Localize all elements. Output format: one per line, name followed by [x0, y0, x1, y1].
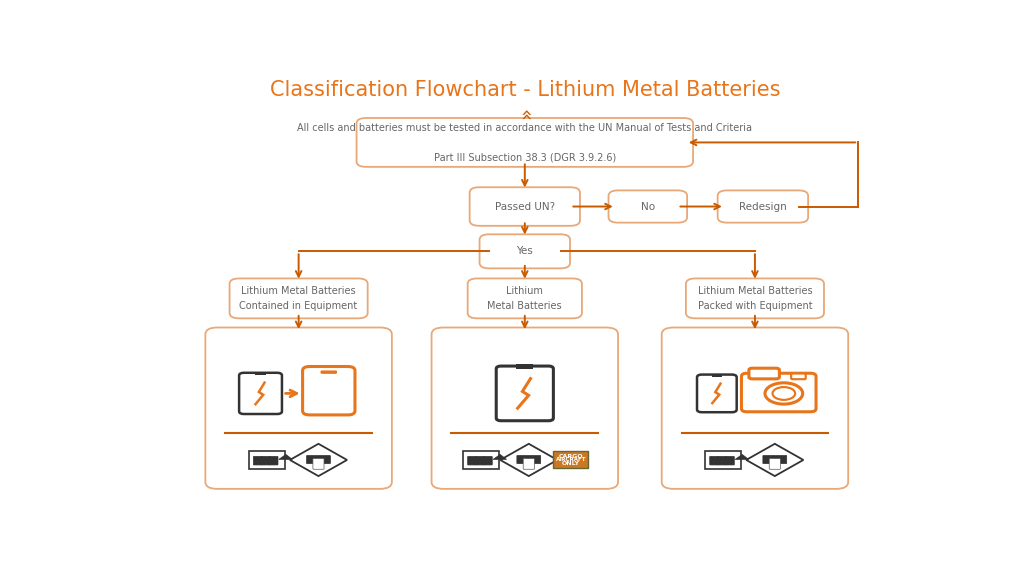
- FancyBboxPatch shape: [769, 459, 780, 469]
- FancyBboxPatch shape: [249, 451, 285, 469]
- FancyBboxPatch shape: [771, 456, 779, 464]
- FancyBboxPatch shape: [779, 456, 786, 464]
- FancyBboxPatch shape: [239, 373, 282, 414]
- Text: Classification Flowchart - Lithium Metal Batteries: Classification Flowchart - Lithium Metal…: [269, 80, 780, 100]
- Text: CARGO: CARGO: [558, 454, 583, 459]
- FancyBboxPatch shape: [255, 372, 266, 375]
- Text: Lithium
Metal Batteries: Lithium Metal Batteries: [487, 286, 562, 311]
- Polygon shape: [279, 455, 292, 459]
- Text: No: No: [641, 201, 655, 211]
- FancyBboxPatch shape: [662, 328, 848, 489]
- FancyBboxPatch shape: [206, 328, 392, 489]
- FancyBboxPatch shape: [269, 456, 278, 465]
- FancyBboxPatch shape: [712, 374, 722, 377]
- Text: AIRCRAFT: AIRCRAFT: [556, 457, 586, 462]
- Text: Passed UN?: Passed UN?: [495, 201, 555, 211]
- Polygon shape: [746, 444, 804, 476]
- Polygon shape: [735, 455, 749, 459]
- Text: Lithium Metal Batteries
Contained in Equipment: Lithium Metal Batteries Contained in Equ…: [240, 286, 357, 311]
- FancyBboxPatch shape: [710, 456, 719, 465]
- FancyBboxPatch shape: [741, 373, 816, 412]
- FancyBboxPatch shape: [697, 375, 736, 412]
- Text: «: «: [515, 109, 535, 120]
- FancyBboxPatch shape: [313, 459, 324, 469]
- FancyBboxPatch shape: [323, 456, 331, 464]
- Text: ONLY: ONLY: [562, 460, 580, 466]
- FancyBboxPatch shape: [483, 456, 493, 465]
- FancyBboxPatch shape: [608, 190, 687, 223]
- FancyBboxPatch shape: [718, 456, 726, 465]
- FancyBboxPatch shape: [303, 367, 355, 415]
- Polygon shape: [494, 455, 507, 459]
- FancyBboxPatch shape: [314, 456, 323, 464]
- FancyBboxPatch shape: [468, 456, 476, 465]
- FancyBboxPatch shape: [553, 452, 588, 469]
- FancyBboxPatch shape: [523, 459, 535, 469]
- FancyBboxPatch shape: [686, 278, 824, 318]
- FancyBboxPatch shape: [718, 190, 808, 223]
- FancyBboxPatch shape: [516, 364, 534, 369]
- FancyBboxPatch shape: [261, 456, 270, 465]
- FancyBboxPatch shape: [321, 371, 337, 374]
- FancyBboxPatch shape: [475, 456, 484, 465]
- FancyBboxPatch shape: [253, 456, 262, 465]
- FancyBboxPatch shape: [470, 187, 580, 226]
- FancyBboxPatch shape: [229, 278, 368, 318]
- FancyBboxPatch shape: [463, 451, 500, 469]
- Text: Redesign: Redesign: [739, 201, 786, 211]
- FancyBboxPatch shape: [524, 456, 532, 464]
- FancyBboxPatch shape: [356, 118, 693, 167]
- Text: Yes: Yes: [516, 246, 534, 256]
- FancyBboxPatch shape: [517, 456, 524, 464]
- FancyBboxPatch shape: [532, 456, 541, 464]
- Text: All cells and batteries must be tested in accordance with the UN Manual of Tests: All cells and batteries must be tested i…: [297, 123, 753, 162]
- FancyBboxPatch shape: [726, 456, 734, 465]
- FancyBboxPatch shape: [431, 328, 618, 489]
- FancyBboxPatch shape: [479, 235, 570, 268]
- FancyBboxPatch shape: [468, 278, 582, 318]
- FancyBboxPatch shape: [749, 368, 779, 379]
- Polygon shape: [500, 444, 557, 476]
- FancyBboxPatch shape: [306, 456, 314, 464]
- Text: Lithium Metal Batteries
Packed with Equipment: Lithium Metal Batteries Packed with Equi…: [697, 286, 812, 311]
- FancyBboxPatch shape: [792, 374, 806, 379]
- FancyBboxPatch shape: [497, 366, 553, 421]
- Polygon shape: [290, 444, 347, 476]
- FancyBboxPatch shape: [706, 451, 741, 469]
- FancyBboxPatch shape: [763, 456, 771, 464]
